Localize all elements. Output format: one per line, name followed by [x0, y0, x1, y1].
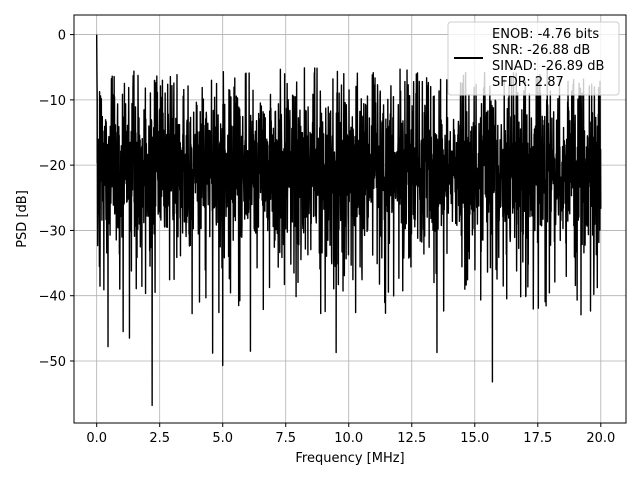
x-tick-label-7: 17.5 — [523, 431, 552, 446]
x-tick-label-8: 20.0 — [586, 431, 615, 446]
psd-line — [95, 34, 602, 407]
legend: ENOB: -4.76 bits SNR: -26.88 dB SINAD: -… — [447, 21, 620, 96]
legend-box — [447, 21, 620, 96]
x-tick-label-3: 7.5 — [275, 431, 296, 446]
y-tick-label-2: −20 — [39, 159, 66, 174]
x-axis-label: Frequency [MHz] — [295, 451, 404, 466]
plot-frame — [73, 14, 627, 424]
x-tick-label-0: 0.0 — [86, 431, 107, 446]
y-axis-label: PSD [dB] — [15, 190, 30, 248]
y-tick-label-5: −50 — [39, 355, 66, 370]
x-tick-label-1: 2.5 — [149, 431, 170, 446]
y-tick-label-0: 0 — [58, 29, 66, 44]
y-axis: 0 −10 −20 −30 −40 −50 — [39, 29, 74, 370]
y-tick-label-3: −30 — [39, 224, 66, 239]
y-tick-label-1: −10 — [39, 94, 66, 109]
x-tick-label-4: 10.0 — [334, 431, 363, 446]
legend-sfdr: SFDR: 2.87 — [492, 75, 564, 90]
x-tick-label-5: 12.5 — [397, 431, 426, 446]
legend-snr: SNR: -26.88 dB — [492, 43, 590, 58]
x-tick-label-6: 15.0 — [460, 431, 489, 446]
legend-enob: ENOB: -4.76 bits — [492, 27, 599, 42]
x-tick-label-2: 5.0 — [212, 431, 233, 446]
legend-sinad: SINAD: -26.89 dB — [492, 59, 604, 74]
x-axis: 0.0 2.5 5.0 7.5 10.0 12.5 15.0 17.5 20.0 — [86, 423, 615, 446]
psd-series — [95, 34, 602, 407]
y-tick-label-4: −40 — [39, 290, 66, 305]
